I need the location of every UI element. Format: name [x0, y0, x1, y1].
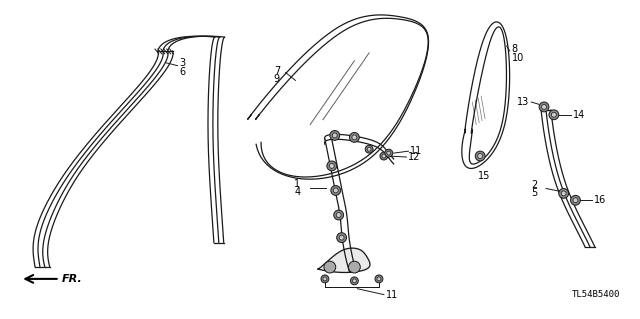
Circle shape	[349, 132, 359, 142]
Circle shape	[327, 161, 337, 171]
Text: 13: 13	[516, 97, 529, 107]
Text: TL54B5400: TL54B5400	[572, 290, 620, 299]
Circle shape	[367, 147, 371, 151]
Circle shape	[336, 212, 341, 218]
Circle shape	[330, 163, 334, 168]
Circle shape	[385, 149, 393, 157]
Circle shape	[324, 261, 336, 273]
Circle shape	[573, 198, 578, 203]
Circle shape	[332, 133, 337, 138]
Polygon shape	[318, 248, 370, 272]
Circle shape	[321, 275, 329, 283]
Circle shape	[352, 135, 357, 140]
Circle shape	[330, 130, 340, 140]
Text: 6: 6	[179, 67, 186, 77]
Text: 11: 11	[410, 146, 422, 156]
Text: 16: 16	[594, 195, 606, 205]
Circle shape	[549, 110, 559, 120]
Circle shape	[476, 151, 485, 161]
Circle shape	[375, 275, 383, 283]
Text: 9: 9	[274, 74, 280, 85]
Circle shape	[339, 235, 344, 240]
Circle shape	[365, 145, 373, 153]
Text: 8: 8	[511, 44, 518, 54]
Circle shape	[377, 277, 381, 281]
Text: 12: 12	[408, 152, 421, 162]
Circle shape	[541, 105, 547, 109]
Text: 11: 11	[386, 290, 398, 300]
Circle shape	[380, 152, 388, 160]
Circle shape	[337, 233, 346, 242]
Circle shape	[382, 154, 386, 158]
Circle shape	[387, 151, 391, 155]
Circle shape	[333, 188, 338, 193]
Circle shape	[333, 210, 344, 220]
Circle shape	[552, 112, 556, 117]
Circle shape	[349, 261, 360, 273]
Circle shape	[331, 186, 340, 195]
Text: 5: 5	[531, 189, 538, 198]
Circle shape	[353, 279, 356, 283]
Circle shape	[351, 277, 358, 285]
Circle shape	[570, 195, 580, 205]
Text: 15: 15	[478, 171, 490, 181]
Text: 1: 1	[294, 179, 301, 189]
Circle shape	[561, 191, 566, 196]
Circle shape	[477, 154, 483, 159]
Circle shape	[323, 277, 327, 281]
Text: 7: 7	[274, 66, 280, 76]
Circle shape	[539, 102, 549, 112]
Circle shape	[559, 189, 568, 198]
Text: 4: 4	[294, 188, 301, 197]
Text: FR.: FR.	[61, 274, 83, 284]
Text: 3: 3	[179, 58, 186, 68]
Text: 2: 2	[531, 180, 538, 189]
Text: 14: 14	[573, 110, 585, 120]
Text: 10: 10	[511, 53, 524, 63]
